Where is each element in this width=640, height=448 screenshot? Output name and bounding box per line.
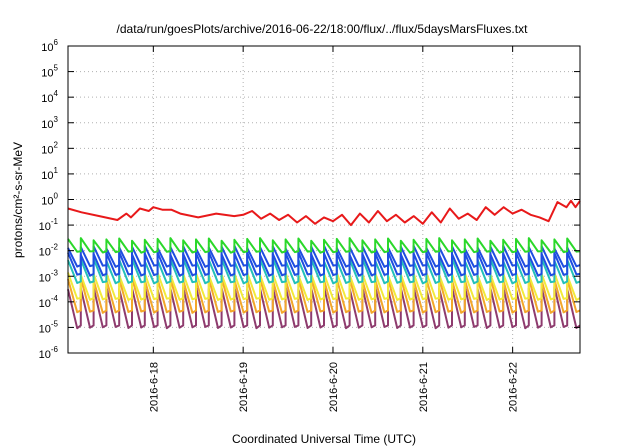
- x-axis-ticks: 2016-6-18 2016-6-19 2016-6-20 2016-6-21 2016…: [148, 46, 520, 412]
- x-tick-label: 2016-6-20: [328, 362, 340, 412]
- y-tick-label: 10-4: [39, 294, 59, 310]
- y-tick-label: 100: [41, 192, 58, 208]
- series-line: [67, 199, 581, 227]
- y-tick-label: 103: [41, 115, 58, 131]
- y-tick-label: 104: [41, 89, 58, 105]
- x-axis-label: Coordinated Universal Time (UTC): [232, 432, 416, 446]
- x-tick-label: 2016-6-21: [418, 362, 430, 412]
- y-axis-ticks: 10-6 10-5 10-4 10-3 10-2 10-1 100 101 102 103 104 1…: [39, 38, 580, 361]
- series-group: [67, 199, 581, 330]
- y-tick-label: 10-2: [39, 243, 59, 259]
- y-tick-label: 102: [41, 140, 58, 156]
- y-tick-label: 10-3: [39, 268, 59, 284]
- y-tick-label: 106: [41, 38, 58, 54]
- chart-title: /data/run/goesPlots/archive/2016-06-22/1…: [117, 22, 529, 36]
- y-tick-label: 10-5: [39, 319, 59, 335]
- x-tick-label: 2016-6-19: [238, 362, 250, 412]
- x-tick-label: 2016-6-22: [508, 362, 520, 412]
- y-tick-label: 105: [41, 64, 58, 80]
- series-line: [67, 244, 581, 268]
- y-tick-label: 101: [41, 166, 58, 182]
- series-line: [67, 271, 581, 301]
- y-tick-label: 10-6: [39, 345, 59, 361]
- x-tick-label: 2016-6-18: [148, 362, 160, 412]
- series-line: [67, 237, 581, 254]
- y-axis-label: protons/cm²-s-sr-MeV: [11, 142, 25, 258]
- y-tick-label: 10-1: [39, 217, 59, 233]
